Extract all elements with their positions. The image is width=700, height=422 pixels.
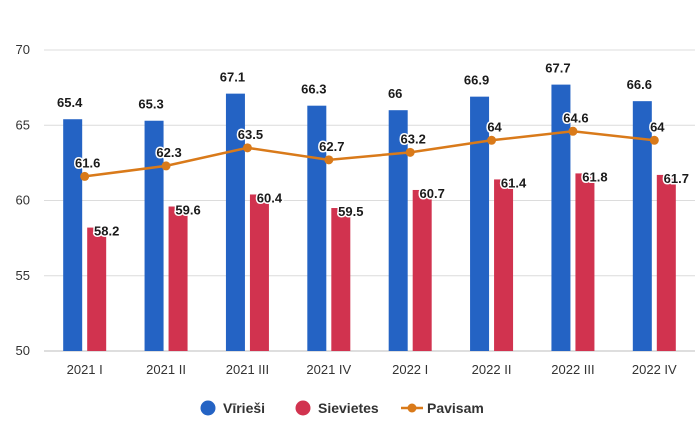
bar-sievietes	[656, 174, 676, 351]
data-labels: 65.4 58.2 65.3 59.6 67.1 60.4 66.3 59.5 66 60.7 66…	[56, 59, 691, 240]
bar-virie-si	[388, 110, 408, 351]
bar-sievietes	[87, 227, 107, 351]
bar-sievietes	[494, 179, 514, 351]
line-data-label: 63.5	[238, 127, 263, 142]
data-label: 67.1	[220, 70, 245, 85]
legend: Vīrieši Sievietes Pavisam	[200, 400, 484, 416]
x-tick-label: 2022 III	[551, 362, 594, 377]
data-label: 67.7	[545, 61, 570, 76]
line-pavisam	[84, 130, 655, 178]
y-tick-label: 55	[16, 268, 30, 283]
data-label: 60.7	[420, 186, 445, 201]
legend-marker	[200, 400, 216, 416]
grid-lines	[44, 49, 695, 352]
bar-sievietes	[331, 208, 351, 351]
data-label: 66	[388, 86, 402, 101]
line-data-label: 64	[650, 119, 665, 134]
legend-marker	[295, 400, 311, 416]
line-point	[568, 126, 578, 136]
bar-virie-si	[225, 93, 245, 352]
bar-virie-si	[470, 96, 490, 351]
data-label: 66.9	[464, 73, 489, 88]
data-label: 65.3	[138, 97, 163, 112]
x-tick-label: 2021 IV	[306, 362, 351, 377]
line-data-label: 64.6	[563, 110, 588, 125]
data-label: 61.8	[582, 169, 607, 184]
data-label: 66.3	[301, 82, 326, 97]
y-tick-label: 70	[16, 42, 30, 57]
legend-label: Pavisam	[427, 400, 484, 416]
line-data-label: 61.6	[75, 155, 100, 170]
legend-label: Sievietes	[318, 400, 379, 416]
line-point	[80, 171, 90, 181]
legend-marker	[407, 403, 417, 413]
data-label: 59.6	[175, 203, 200, 218]
bar-sievietes	[412, 189, 432, 351]
x-axis-ticks: 2021 I 2021 II 2021 III 2021 IV 2022 I 2022 I…	[67, 362, 677, 377]
line-point	[405, 147, 415, 157]
data-label: 65.4	[57, 95, 83, 110]
line-point	[324, 155, 334, 165]
x-tick-label: 2021 I	[67, 362, 103, 377]
data-label: 66.6	[627, 77, 652, 92]
x-tick-label: 2022 II	[472, 362, 512, 377]
x-tick-label: 2021 III	[226, 362, 269, 377]
x-tick-label: 2022 IV	[632, 362, 677, 377]
line-data-label: 64	[487, 119, 502, 134]
bar-sievietes	[249, 194, 269, 351]
line-data-label: 63.2	[401, 131, 426, 146]
bar-virie-si	[307, 105, 327, 351]
line-point	[487, 135, 497, 145]
bar-virie-si	[144, 120, 164, 351]
total-line	[80, 126, 659, 181]
data-label: 58.2	[94, 224, 119, 239]
data-label: 61.4	[501, 175, 527, 190]
bar-virie-si	[632, 101, 652, 351]
data-label: 60.4	[257, 190, 283, 205]
bar-virie-si	[63, 119, 83, 351]
bar-sievietes	[575, 173, 595, 351]
x-tick-label: 2022 I	[392, 362, 428, 377]
line-point	[242, 143, 252, 153]
bar-virie-si	[551, 84, 571, 352]
data-label: 59.5	[338, 204, 363, 219]
bar-sievietes	[168, 206, 188, 351]
y-tick-label: 65	[16, 117, 30, 132]
bars	[63, 84, 676, 352]
legend-label: Vīrieši	[223, 400, 265, 416]
y-tick-label: 60	[16, 193, 30, 208]
line-data-label: 62.7	[319, 139, 344, 154]
line-point	[649, 135, 659, 145]
data-label: 61.7	[664, 171, 689, 186]
y-axis-ticks: 50 55 60 65 70	[16, 42, 30, 358]
x-tick-label: 2021 II	[146, 362, 186, 377]
line-point	[161, 161, 171, 171]
y-tick-label: 50	[16, 343, 30, 358]
line-data-label: 62.3	[156, 145, 181, 160]
